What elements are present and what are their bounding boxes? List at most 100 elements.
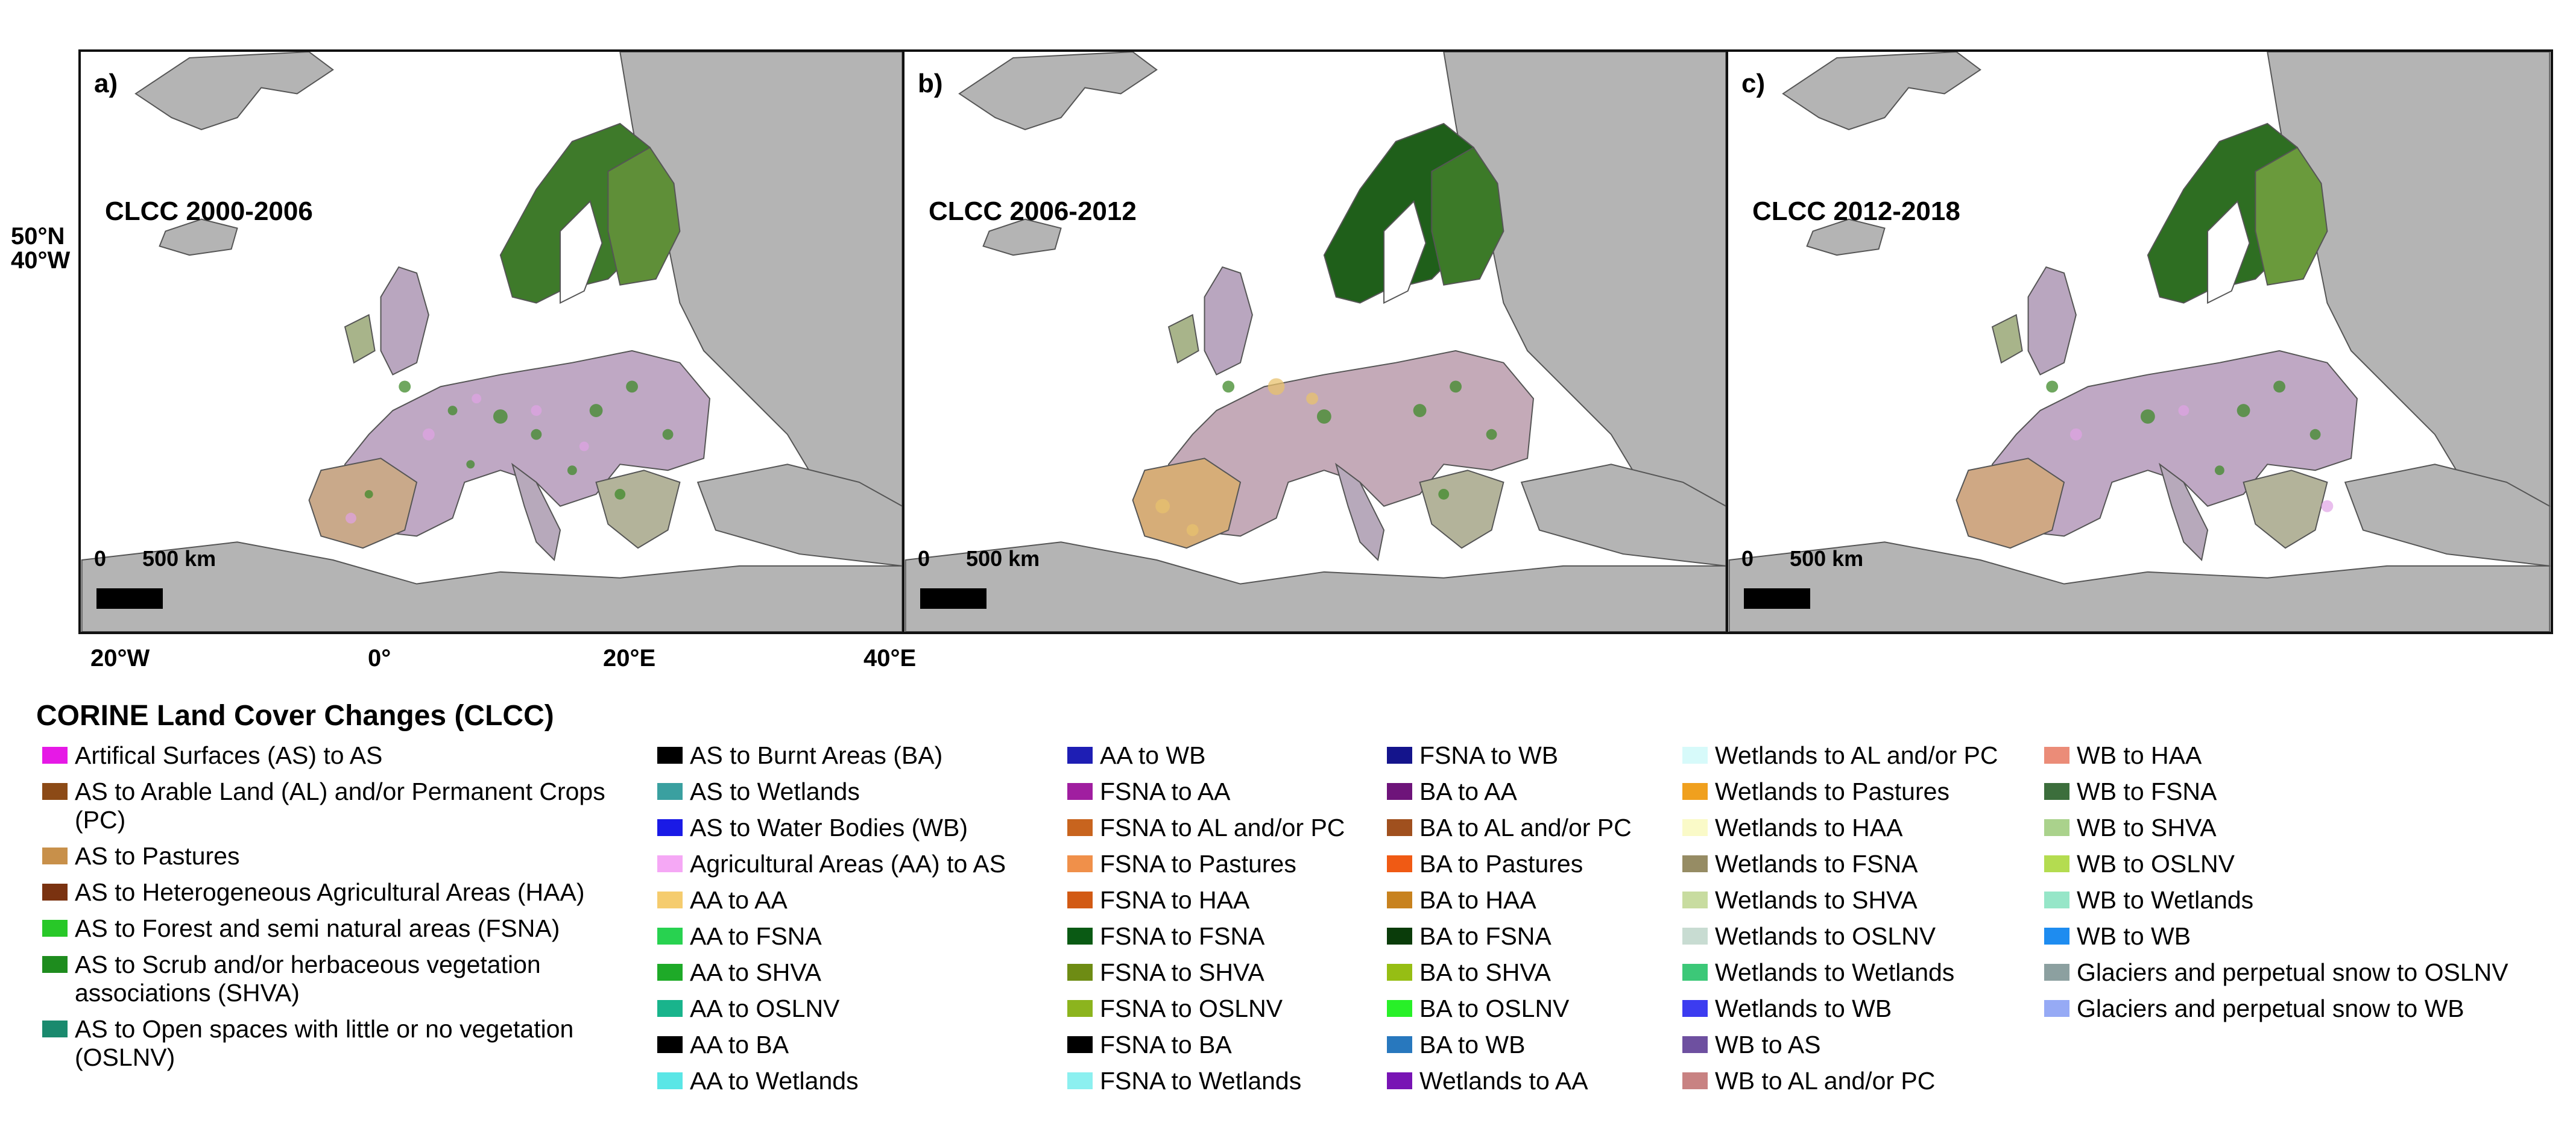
legend-item: Glaciers and perpetual snow to WB bbox=[2044, 995, 2575, 1023]
legend-swatch bbox=[657, 1000, 683, 1017]
legend-swatch bbox=[1067, 1000, 1093, 1017]
legend-label: WB to HAA bbox=[2077, 741, 2202, 769]
legend-swatch bbox=[1682, 855, 1708, 872]
legend-title: CORINE Land Cover Changes (CLCC) bbox=[36, 700, 554, 732]
legend-label: Wetlands to AL and/or PC bbox=[1715, 741, 1998, 769]
legend-swatch bbox=[1682, 928, 1708, 945]
legend-label: AS to Water Bodies (WB) bbox=[690, 814, 968, 841]
legend-label: AA to OSLNV bbox=[690, 995, 840, 1022]
legend-label: Wetlands to HAA bbox=[1715, 814, 1903, 841]
legend-swatch bbox=[2044, 964, 2069, 981]
legend-label: BA to AA bbox=[1419, 778, 1517, 805]
legend-label: Agricultural Areas (AA) to AS bbox=[690, 850, 1006, 878]
legend-swatch bbox=[2044, 928, 2069, 945]
legend-column: WB to HAA WB to FSNA WB to SHVA WB to OSLNV… bbox=[2044, 741, 2575, 1031]
panel-letter: b) bbox=[918, 69, 943, 98]
legend-label: Wetlands to AA bbox=[1419, 1067, 1588, 1095]
legend-label: Wetlands to WB bbox=[1715, 995, 1892, 1022]
legend-label: AS to Forest and semi natural areas (FSN… bbox=[75, 914, 560, 942]
legend-item: FSNA to AA bbox=[1067, 778, 1381, 806]
legend-swatch bbox=[1067, 855, 1093, 872]
legend-swatch bbox=[1067, 964, 1093, 981]
legend-label: AS to Heterogeneous Agricultural Areas (… bbox=[75, 878, 585, 906]
legend-label: AS to Pastures bbox=[75, 842, 240, 870]
legend-item: BA to FSNA bbox=[1387, 922, 1670, 951]
scale-bar bbox=[920, 588, 987, 609]
legend-item: BA to OSLNV bbox=[1387, 995, 1670, 1023]
legend-item: BA to WB bbox=[1387, 1031, 1670, 1059]
legend-label: BA to Pastures bbox=[1419, 850, 1583, 878]
legend-item: WB to HAA bbox=[2044, 741, 2575, 770]
legend-column: FSNA to WB BA to AA BA to AL and/or PC BA t… bbox=[1387, 741, 1670, 1103]
legend-label: FSNA to Wetlands bbox=[1100, 1067, 1302, 1095]
legend-item: AS to Burnt Areas (BA) bbox=[657, 741, 1055, 770]
legend-swatch bbox=[1067, 747, 1093, 764]
legend-item: Wetlands to SHVA bbox=[1682, 886, 2038, 914]
legend-item: AA to AA bbox=[657, 886, 1055, 914]
legend-swatch bbox=[1387, 1000, 1412, 1017]
legend-item: WB to OSLNV bbox=[2044, 850, 2575, 878]
legend-swatch bbox=[42, 848, 68, 864]
legend-swatch bbox=[657, 928, 683, 945]
europe-map bbox=[81, 52, 903, 632]
lat-label: 50°N bbox=[11, 223, 65, 250]
legend-label: WB to FSNA bbox=[2077, 778, 2217, 805]
legend-label: AA to WB bbox=[1100, 741, 1206, 769]
legend-swatch bbox=[1682, 783, 1708, 800]
legend-label: FSNA to Pastures bbox=[1100, 850, 1296, 878]
legend-item: WB to AS bbox=[1682, 1031, 2038, 1059]
legend-label: Artifical Surfaces (AS) to AS bbox=[75, 741, 383, 769]
legend-item: FSNA to AL and/or PC bbox=[1067, 814, 1381, 842]
legend-label: Glaciers and perpetual snow to WB bbox=[2077, 995, 2464, 1022]
legend-item: WB to Wetlands bbox=[2044, 886, 2575, 914]
legend-label: WB to OSLNV bbox=[2077, 850, 2235, 878]
legend-label: AS to Wetlands bbox=[690, 778, 860, 805]
legend-item: WB to SHVA bbox=[2044, 814, 2575, 842]
legend-label: WB to AS bbox=[1715, 1031, 1821, 1058]
legend-swatch bbox=[1682, 892, 1708, 908]
legend-swatch bbox=[2044, 747, 2069, 764]
legend-item: FSNA to SHVA bbox=[1067, 958, 1381, 987]
legend-item: Wetlands to Wetlands bbox=[1682, 958, 2038, 987]
legend-swatch bbox=[1387, 964, 1412, 981]
legend-item: AS to Open spaces with little or no vege… bbox=[42, 1015, 645, 1072]
legend-label: FSNA to SHVA bbox=[1100, 958, 1264, 986]
legend-swatch bbox=[2044, 783, 2069, 800]
scale-bar bbox=[96, 588, 163, 609]
legend-item: AA to WB bbox=[1067, 741, 1381, 770]
legend-label: WB to AL and/or PC bbox=[1715, 1067, 1936, 1095]
scale-bar bbox=[1744, 588, 1810, 609]
legend-swatch bbox=[42, 956, 68, 973]
legend-label: AS to Open spaces with little or no vege… bbox=[75, 1015, 574, 1071]
legend-swatch bbox=[42, 1021, 68, 1037]
legend-label: WB to Wetlands bbox=[2077, 886, 2254, 914]
legend-item: AS to Heterogeneous Agricultural Areas (… bbox=[42, 878, 645, 907]
scale-label: 0 500 km bbox=[94, 546, 216, 571]
legend-item: BA to AA bbox=[1387, 778, 1670, 806]
legend-column: Artifical Surfaces (AS) to AS AS to Arabl… bbox=[42, 741, 645, 1080]
legend-swatch bbox=[657, 855, 683, 872]
legend-item: Wetlands to AL and/or PC bbox=[1682, 741, 2038, 770]
legend-item: Agricultural Areas (AA) to AS bbox=[657, 850, 1055, 878]
map-panel-c: c) CLCC 2012-2018 0 500 km bbox=[1726, 49, 2553, 634]
legend-item: BA to AL and/or PC bbox=[1387, 814, 1670, 842]
legend-item: Wetlands to WB bbox=[1682, 995, 2038, 1023]
legend-swatch bbox=[1682, 747, 1708, 764]
legend-label: BA to HAA bbox=[1419, 886, 1536, 914]
scale-zero: 0 bbox=[918, 546, 930, 571]
panel-letter: a) bbox=[94, 69, 118, 98]
legend-swatch bbox=[657, 1072, 683, 1089]
legend-swatch bbox=[1682, 1036, 1708, 1053]
legend-swatch bbox=[2044, 819, 2069, 836]
panel-title: CLCC 2012-2018 bbox=[1752, 197, 1960, 226]
legend-label: Wetlands to FSNA bbox=[1715, 850, 1918, 878]
legend-swatch bbox=[657, 819, 683, 836]
legend-label: FSNA to AL and/or PC bbox=[1100, 814, 1345, 841]
legend-column: AA to WB FSNA to AA FSNA to AL and/or PC FS… bbox=[1067, 741, 1381, 1103]
legend-item: FSNA to OSLNV bbox=[1067, 995, 1381, 1023]
panel-title: CLCC 2006-2012 bbox=[929, 197, 1137, 226]
legend-item: Wetlands to AA bbox=[1387, 1067, 1670, 1095]
legend-item: AS to Wetlands bbox=[657, 778, 1055, 806]
legend-item: BA to Pastures bbox=[1387, 850, 1670, 878]
legend-label: AS to Burnt Areas (BA) bbox=[690, 741, 943, 769]
